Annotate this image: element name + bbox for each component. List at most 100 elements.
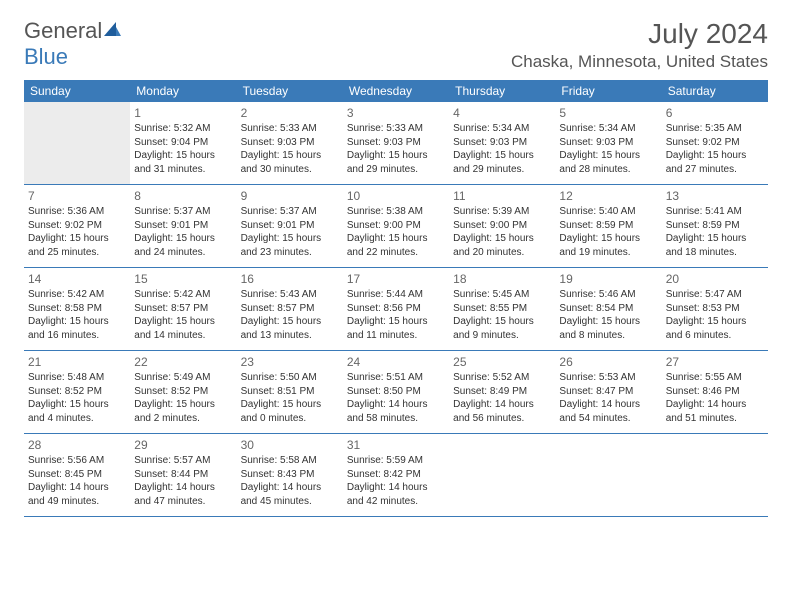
day-number: 16 [241,271,339,287]
daylight-line: Daylight: 15 hours and 22 minutes. [347,232,445,259]
weekday-header-cell: Monday [130,80,236,102]
daylight-line: Daylight: 15 hours and 4 minutes. [28,398,126,425]
sunset-line: Sunset: 9:00 PM [453,219,551,233]
calendar-grid: SundayMondayTuesdayWednesdayThursdayFrid… [24,80,768,517]
sunrise-line: Sunrise: 5:42 AM [28,288,126,302]
day-number: 15 [134,271,232,287]
calendar-day-cell: 23Sunrise: 5:50 AMSunset: 8:51 PMDayligh… [237,351,343,433]
day-number: 29 [134,437,232,453]
daylight-line: Daylight: 15 hours and 27 minutes. [666,149,764,176]
day-number: 1 [134,105,232,121]
sunset-line: Sunset: 8:54 PM [559,302,657,316]
daylight-line: Daylight: 15 hours and 29 minutes. [347,149,445,176]
sunset-line: Sunset: 8:50 PM [347,385,445,399]
calendar-empty-cell [555,434,661,516]
logo-word2: Blue [24,44,68,69]
sunrise-line: Sunrise: 5:59 AM [347,454,445,468]
daylight-line: Daylight: 15 hours and 20 minutes. [453,232,551,259]
calendar-day-cell: 10Sunrise: 5:38 AMSunset: 9:00 PMDayligh… [343,185,449,267]
calendar-day-cell: 13Sunrise: 5:41 AMSunset: 8:59 PMDayligh… [662,185,768,267]
day-number: 28 [28,437,126,453]
calendar-day-cell: 25Sunrise: 5:52 AMSunset: 8:49 PMDayligh… [449,351,555,433]
sunrise-line: Sunrise: 5:47 AM [666,288,764,302]
day-number: 24 [347,354,445,370]
sunrise-line: Sunrise: 5:34 AM [453,122,551,136]
calendar-day-cell: 8Sunrise: 5:37 AMSunset: 9:01 PMDaylight… [130,185,236,267]
daylight-line: Daylight: 15 hours and 14 minutes. [134,315,232,342]
calendar-day-cell: 24Sunrise: 5:51 AMSunset: 8:50 PMDayligh… [343,351,449,433]
calendar-day-cell: 27Sunrise: 5:55 AMSunset: 8:46 PMDayligh… [662,351,768,433]
daylight-line: Daylight: 14 hours and 45 minutes. [241,481,339,508]
daylight-line: Daylight: 15 hours and 0 minutes. [241,398,339,425]
sunrise-line: Sunrise: 5:53 AM [559,371,657,385]
day-number: 17 [347,271,445,287]
location-label: Chaska, Minnesota, United States [511,52,768,72]
sunrise-line: Sunrise: 5:46 AM [559,288,657,302]
daylight-line: Daylight: 15 hours and 28 minutes. [559,149,657,176]
daylight-line: Daylight: 14 hours and 42 minutes. [347,481,445,508]
calendar-day-cell: 31Sunrise: 5:59 AMSunset: 8:42 PMDayligh… [343,434,449,516]
sunrise-line: Sunrise: 5:42 AM [134,288,232,302]
weekday-header-cell: Sunday [24,80,130,102]
calendar-day-cell: 22Sunrise: 5:49 AMSunset: 8:52 PMDayligh… [130,351,236,433]
sunrise-line: Sunrise: 5:34 AM [559,122,657,136]
sunset-line: Sunset: 9:02 PM [666,136,764,150]
logo-sail-icon [102,18,122,44]
daylight-line: Daylight: 15 hours and 6 minutes. [666,315,764,342]
day-number: 10 [347,188,445,204]
day-number: 9 [241,188,339,204]
calendar-day-cell: 20Sunrise: 5:47 AMSunset: 8:53 PMDayligh… [662,268,768,350]
daylight-line: Daylight: 14 hours and 58 minutes. [347,398,445,425]
sunset-line: Sunset: 9:01 PM [241,219,339,233]
calendar-day-cell: 11Sunrise: 5:39 AMSunset: 9:00 PMDayligh… [449,185,555,267]
sunset-line: Sunset: 8:56 PM [347,302,445,316]
weekday-header-cell: Tuesday [237,80,343,102]
sunrise-line: Sunrise: 5:33 AM [241,122,339,136]
daylight-line: Daylight: 14 hours and 54 minutes. [559,398,657,425]
day-number: 11 [453,188,551,204]
sunset-line: Sunset: 8:59 PM [559,219,657,233]
calendar-day-cell: 26Sunrise: 5:53 AMSunset: 8:47 PMDayligh… [555,351,661,433]
calendar-empty-cell [662,434,768,516]
daylight-line: Daylight: 15 hours and 16 minutes. [28,315,126,342]
daylight-line: Daylight: 15 hours and 29 minutes. [453,149,551,176]
calendar-day-cell: 1Sunrise: 5:32 AMSunset: 9:04 PMDaylight… [130,102,236,184]
weeks-container: 1Sunrise: 5:32 AMSunset: 9:04 PM Daylight… [24,102,768,517]
sunset-line: Sunset: 8:58 PM [28,302,126,316]
sunrise-line: Sunrise: 5:37 AM [241,205,339,219]
sunset-line: Sunset: 8:52 PM [134,385,232,399]
sunrise-line: Sunrise: 5:49 AM [134,371,232,385]
calendar-day-cell: 30Sunrise: 5:58 AMSunset: 8:43 PMDayligh… [237,434,343,516]
day-number: 31 [347,437,445,453]
calendar-day-cell: 16Sunrise: 5:43 AMSunset: 8:57 PMDayligh… [237,268,343,350]
daylight-line: Daylight: 15 hours and 11 minutes. [347,315,445,342]
sunrise-line: Sunrise: 5:39 AM [453,205,551,219]
calendar-week-row: 1Sunrise: 5:32 AMSunset: 9:04 PM Daylight… [24,102,768,185]
calendar-day-cell: 14Sunrise: 5:42 AMSunset: 8:58 PMDayligh… [24,268,130,350]
daylight-line: Daylight: 15 hours and 24 minutes. [134,232,232,259]
calendar-empty-cell [449,434,555,516]
calendar-day-cell: 2Sunrise: 5:33 AMSunset: 9:03 PMDaylight… [237,102,343,184]
day-number: 26 [559,354,657,370]
calendar-day-cell: 21Sunrise: 5:48 AMSunset: 8:52 PMDayligh… [24,351,130,433]
sunset-line: Sunset: 9:04 PM [134,136,232,150]
sunrise-line: Sunrise: 5:44 AM [347,288,445,302]
page-header: GeneralBlue July 2024 Chaska, Minnesota,… [0,0,792,74]
sunrise-line: Sunrise: 5:32 AM [134,122,232,136]
day-number: 14 [28,271,126,287]
daylight-line: Daylight: 15 hours and 8 minutes. [559,315,657,342]
daylight-line: Daylight: 15 hours and 19 minutes. [559,232,657,259]
sunset-line: Sunset: 8:49 PM [453,385,551,399]
day-number: 22 [134,354,232,370]
sunrise-line: Sunrise: 5:57 AM [134,454,232,468]
day-number: 30 [241,437,339,453]
sunrise-line: Sunrise: 5:41 AM [666,205,764,219]
sunrise-line: Sunrise: 5:50 AM [241,371,339,385]
day-number: 18 [453,271,551,287]
sunrise-line: Sunrise: 5:37 AM [134,205,232,219]
weekday-header-cell: Friday [555,80,661,102]
sunrise-line: Sunrise: 5:43 AM [241,288,339,302]
daylight-line: Daylight: 14 hours and 49 minutes. [28,481,126,508]
sunset-line: Sunset: 8:45 PM [28,468,126,482]
day-number: 12 [559,188,657,204]
